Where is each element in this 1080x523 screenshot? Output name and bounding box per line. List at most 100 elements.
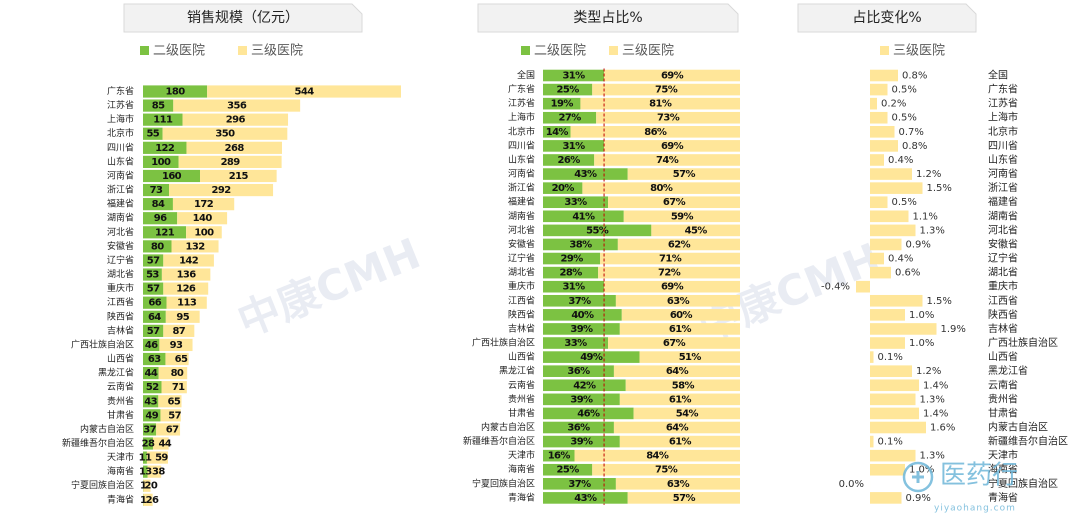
p2-bar-secondary bbox=[543, 337, 609, 349]
p2-value-tertiary: 75% bbox=[655, 465, 678, 476]
p1-bar-secondary bbox=[143, 282, 164, 295]
p1-value-secondary: 66 bbox=[148, 298, 161, 309]
p3-category-label: 吉林省 bbox=[988, 322, 1018, 335]
p2-value-secondary: 39% bbox=[570, 324, 593, 335]
p2-bar-tertiary bbox=[619, 435, 740, 448]
p1-bar-tertiary bbox=[161, 268, 211, 281]
p2-category-label: 湖北省 bbox=[508, 266, 535, 278]
p2-bar-secondary bbox=[543, 421, 614, 434]
p2-value-tertiary: 57% bbox=[673, 493, 696, 504]
p1-category-label: 广东省 bbox=[107, 85, 134, 97]
p1-bar-tertiary bbox=[160, 409, 181, 422]
p1-category-label: 安徽省 bbox=[107, 240, 134, 252]
p2-value-secondary: 31% bbox=[562, 71, 585, 82]
p2-category-label: 湖南省 bbox=[508, 210, 535, 222]
p2-bar-tertiary bbox=[608, 196, 740, 209]
p1-bar-tertiary bbox=[165, 352, 189, 366]
p1-bar-secondary bbox=[143, 169, 201, 183]
p1-bar-tertiary bbox=[152, 437, 169, 450]
p3-category-label: 浙江省 bbox=[988, 181, 1018, 194]
p1-bar-tertiary bbox=[169, 183, 274, 197]
p2-bar-secondary bbox=[543, 294, 616, 307]
p2-category-label: 浙江省 bbox=[508, 182, 535, 194]
p2-bar-tertiary bbox=[633, 407, 740, 420]
p2-bar-secondary bbox=[543, 280, 605, 293]
p2-value-tertiary: 45% bbox=[685, 225, 708, 236]
p2-category-label: 四川省 bbox=[508, 139, 535, 151]
p2-value-secondary: 36% bbox=[567, 366, 590, 377]
p3-bar bbox=[870, 252, 884, 265]
p3-bar bbox=[870, 182, 923, 194]
p1-value-secondary: 85 bbox=[152, 101, 165, 112]
logo-ring bbox=[902, 461, 934, 493]
p1-bar-tertiary bbox=[166, 296, 207, 309]
p1-bar-secondary bbox=[143, 212, 178, 225]
p1-value-tertiary: 57 bbox=[168, 410, 181, 421]
p3-category-label: 全国 bbox=[988, 69, 1008, 82]
p3-category-label: 湖北省 bbox=[988, 266, 1018, 279]
p1-category-label: 河南省 bbox=[107, 169, 134, 181]
p2-bar-tertiary bbox=[580, 97, 740, 110]
p1-value-secondary: 180 bbox=[166, 87, 186, 98]
p1-value-tertiary: 126 bbox=[176, 284, 196, 295]
p3-category-label: 江苏省 bbox=[988, 97, 1018, 110]
p3-value-label: -0.4% bbox=[821, 282, 850, 293]
p2-bar-tertiary bbox=[604, 280, 740, 293]
p2-bar-tertiary bbox=[592, 83, 740, 96]
p1-category-label: 宁夏回族自治区 bbox=[71, 479, 134, 491]
p1-value-tertiary: 132 bbox=[185, 241, 205, 252]
p1-value-secondary: 46 bbox=[145, 340, 158, 351]
p3-bar bbox=[870, 294, 923, 307]
p3-value-label: 0.5% bbox=[892, 113, 917, 124]
p1-category-label: 海南省 bbox=[107, 465, 134, 477]
legend2-secondary-swatch bbox=[521, 46, 530, 55]
p3-category-label: 湖南省 bbox=[988, 209, 1018, 222]
p2-category-label: 江苏省 bbox=[508, 97, 535, 109]
p3-category-label: 河南省 bbox=[988, 167, 1018, 180]
p2-bar-secondary bbox=[543, 449, 575, 462]
p2-bar-secondary bbox=[543, 182, 583, 194]
p1-category-label: 黑龙江省 bbox=[98, 367, 134, 379]
p2-bar-secondary bbox=[543, 224, 652, 237]
p2-bar-tertiary bbox=[619, 393, 740, 406]
p3-value-label: 0.4% bbox=[888, 155, 913, 166]
p2-value-secondary: 36% bbox=[567, 423, 590, 434]
p2-bar-secondary bbox=[543, 309, 622, 321]
p1-value-secondary: 96 bbox=[154, 213, 167, 224]
p3-value-label: 0.4% bbox=[888, 254, 913, 265]
p2-value-tertiary: 64% bbox=[666, 366, 689, 377]
p2-category-label: 江西省 bbox=[508, 294, 535, 306]
p1-value-secondary: 80 bbox=[151, 241, 164, 252]
p3-value-label: 0.0% bbox=[839, 479, 864, 490]
p1-category-label: 山西省 bbox=[107, 353, 134, 365]
p2-value-secondary: 27% bbox=[559, 113, 582, 124]
p2-value-secondary: 16% bbox=[548, 451, 571, 462]
p3-value-label: 1.5% bbox=[927, 296, 952, 307]
p3-bar bbox=[870, 210, 909, 223]
p1-value-secondary: 1 bbox=[140, 481, 147, 492]
p1-value-tertiary: 80 bbox=[171, 368, 184, 379]
p1-category-label: 河北省 bbox=[107, 226, 134, 238]
legend3-tertiary-label: 三级医院 bbox=[893, 44, 945, 59]
p2-category-label: 河北省 bbox=[508, 224, 535, 236]
p1-value-tertiary: 95 bbox=[176, 312, 189, 323]
p3-category-label: 上海市 bbox=[988, 111, 1018, 124]
p2-bar-secondary bbox=[543, 83, 593, 96]
p2-value-tertiary: 84% bbox=[646, 451, 669, 462]
p1-category-label: 江西省 bbox=[107, 296, 134, 308]
p3-value-label: 1.0% bbox=[909, 465, 934, 476]
p3-bar bbox=[870, 393, 916, 406]
p2-value-tertiary: 61% bbox=[669, 394, 692, 405]
p3-bar bbox=[870, 154, 884, 166]
p1-bar-tertiary bbox=[143, 479, 151, 492]
p3-bar bbox=[870, 435, 874, 448]
p3-category-label: 宁夏回族自治区 bbox=[988, 477, 1058, 490]
p2-value-secondary: 37% bbox=[568, 296, 591, 307]
panel3-header-text: 占比变化% bbox=[852, 10, 921, 26]
p3-category-label: 重庆市 bbox=[988, 280, 1018, 293]
p2-bar-tertiary bbox=[615, 478, 740, 490]
p3-category-label: 四川省 bbox=[988, 139, 1018, 152]
p2-value-tertiary: 54% bbox=[676, 408, 699, 419]
p3-category-label: 广东省 bbox=[988, 83, 1018, 96]
